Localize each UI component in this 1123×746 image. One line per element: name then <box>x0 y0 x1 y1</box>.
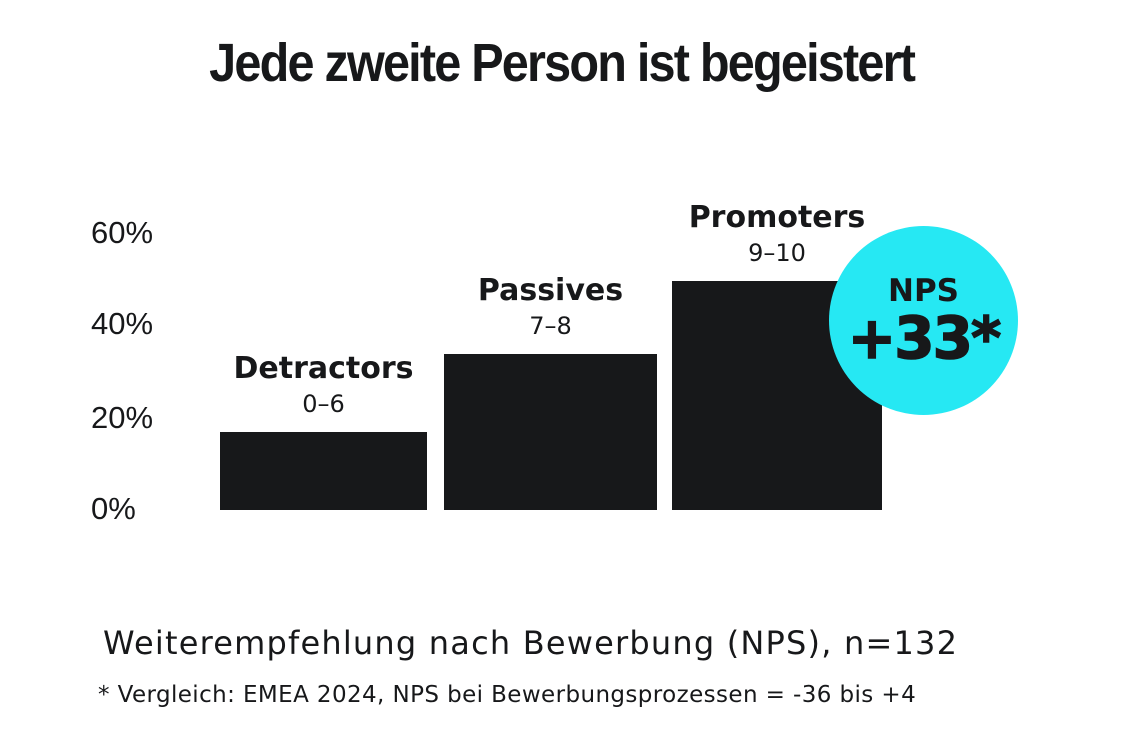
nps-badge: NPS +33* <box>829 226 1018 415</box>
y-axis-tick-20: 20% <box>91 400 154 435</box>
chart-title: Jede zweite Person ist begeistert <box>0 33 1123 93</box>
y-axis-tick-40: 40% <box>91 306 154 341</box>
y-axis-tick-0: 0% <box>91 491 136 526</box>
chart-title-text: Jede zweite Person ist begeistert <box>208 33 916 93</box>
bar-label-detractors: Detractors <box>233 351 414 387</box>
nps-badge-value: +33* <box>847 303 1002 372</box>
bar-passives <box>444 354 657 510</box>
nps-badge-label: NPS <box>888 272 959 309</box>
bar-range-passives: 7–8 <box>529 312 572 341</box>
bar-detractors <box>220 432 427 510</box>
bar-label-passives: Passives <box>477 273 624 309</box>
bar-range-detractors: 0–6 <box>302 390 345 419</box>
bar-range-promoters: 9–10 <box>748 239 806 267</box>
bar-label-group-detractors: Detractors 0–6 <box>220 351 427 418</box>
chart-subtitle: Weiterempfehlung nach Bewerbung (NPS), n… <box>103 624 959 662</box>
bar-label-group-promoters: Promoters 9–10 <box>672 200 882 267</box>
y-axis-tick-60: 60% <box>91 215 154 250</box>
chart-footnote: * Vergleich: EMEA 2024, NPS bei Bewerbun… <box>98 682 917 708</box>
bar-label-group-passives: Passives 7–8 <box>444 273 657 340</box>
bar-label-promoters: Promoters <box>688 200 866 235</box>
